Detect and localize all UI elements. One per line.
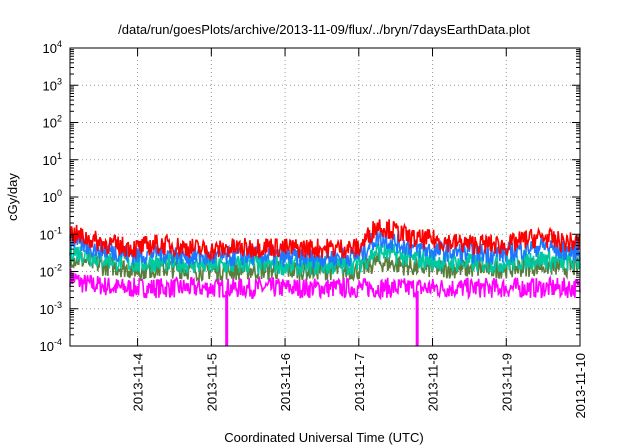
y-tick-exponent: 3 [57, 76, 62, 86]
x-tick-label: 2013-11-4 [131, 353, 146, 411]
x-tick-label: 2013-11-6 [278, 353, 293, 411]
grid [70, 48, 580, 346]
series-line [69, 241, 581, 277]
y-tick-base: 10 [43, 41, 57, 56]
y-tick-base: 10 [43, 116, 57, 131]
y-tick-label: 10-1 [40, 225, 62, 242]
series-line [69, 219, 581, 261]
y-tick-label: 100 [43, 188, 62, 205]
y-tick-base: 10 [43, 78, 57, 93]
y-tick-exponent: 1 [57, 151, 62, 161]
y-tick-exponent: 0 [57, 188, 62, 198]
y-tick-exponent: -2 [54, 263, 62, 273]
y-tick-base: 10 [40, 265, 54, 280]
y-tick-base: 10 [40, 302, 54, 317]
y-tick-exponent: 2 [57, 114, 62, 124]
x-tick-label: 2013-11-8 [426, 353, 441, 411]
x-tick-label: 2013-11-9 [499, 353, 514, 411]
y-tick-label: 103 [43, 76, 62, 93]
x-tick-label: 2013-11-10 [573, 353, 588, 419]
y-tick-exponent: -3 [54, 300, 62, 310]
y-tick-exponent: -1 [54, 225, 62, 235]
y-tick-label: 101 [43, 151, 62, 168]
y-tick-label: 10-4 [40, 337, 62, 354]
y-tick-base: 10 [43, 153, 57, 168]
y-tick-exponent: -4 [54, 337, 62, 347]
x-tick-label: 2013-11-7 [352, 353, 367, 411]
y-tick-label: 10-3 [40, 300, 62, 317]
y-tick-base: 10 [43, 190, 57, 205]
plot-area [69, 219, 581, 346]
x-axis-label: Coordinated Universal Time (UTC) [224, 430, 423, 445]
y-tick-base: 10 [40, 339, 54, 354]
x-tick-label: 2013-11-5 [204, 353, 219, 411]
x-axis: 2013-11-4 2013-11-5 2013-11-6 2013-11-7 2013… [131, 48, 588, 419]
y-tick-label: 10-2 [40, 263, 62, 280]
y-tick-label: 104 [43, 39, 62, 56]
y-tick-label: 102 [43, 114, 62, 131]
y-axis-label: cGy/day [5, 173, 20, 221]
y-tick-base: 10 [40, 227, 54, 242]
chart-title: /data/run/goesPlots/archive/2013-11-09/f… [118, 22, 530, 37]
y-tick-exponent: 4 [57, 39, 62, 49]
series-line [69, 268, 581, 301]
